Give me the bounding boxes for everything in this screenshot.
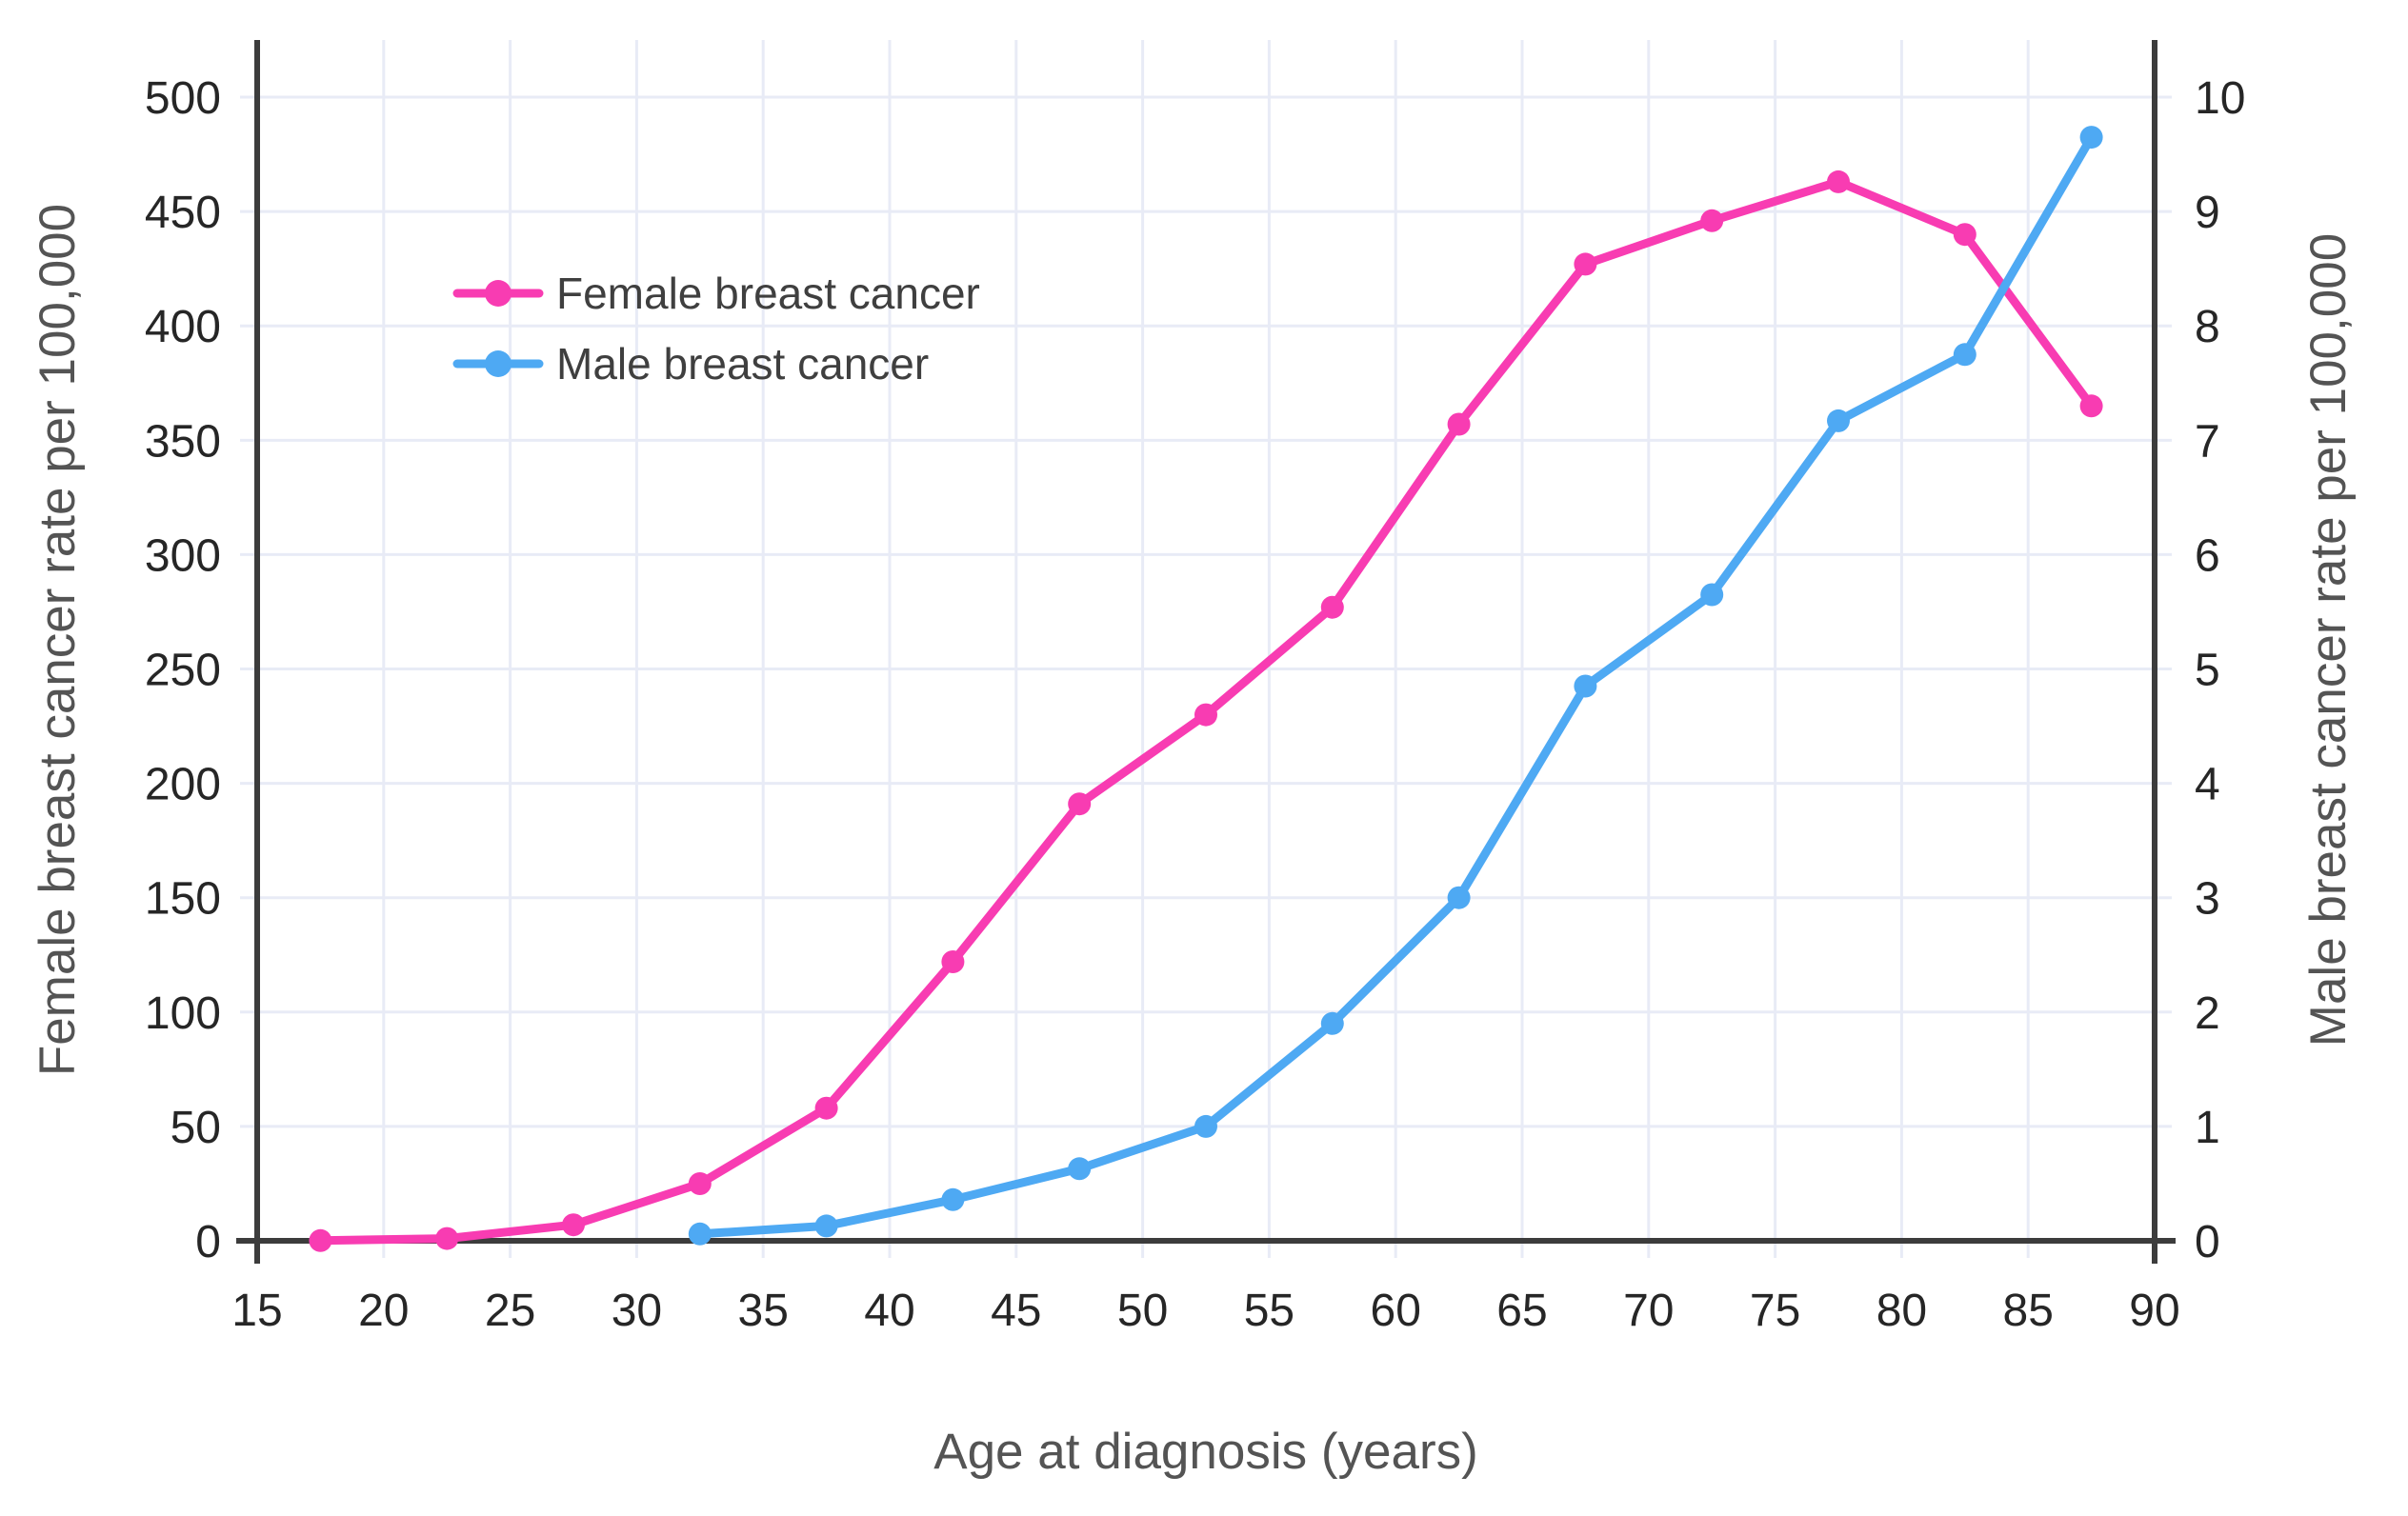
data-point[interactable] — [941, 1187, 965, 1211]
axis-layer — [236, 40, 2176, 1264]
data-point[interactable] — [1068, 1157, 1092, 1181]
legend-label-male: Male breast cancer — [556, 339, 929, 389]
x-tick-label: 45 — [991, 1286, 1041, 1336]
legend-label-female: Female breast cancer — [556, 269, 980, 318]
y-left-tick-label: 450 — [145, 188, 221, 238]
data-point[interactable] — [1574, 674, 1597, 698]
y-right-tick-label: 6 — [2195, 530, 2220, 581]
data-point[interactable] — [1194, 703, 1217, 727]
x-tick-label: 50 — [1117, 1286, 1168, 1336]
x-tick-label: 65 — [1496, 1286, 1547, 1336]
y-right-tick-label: 1 — [2195, 1103, 2220, 1153]
y-axis-right-title: Male breast cancer rate per 100,000 — [2300, 233, 2357, 1047]
series-layer — [309, 126, 2103, 1252]
y-left-tick-label: 250 — [145, 646, 221, 696]
series-female — [309, 170, 2103, 1252]
data-point[interactable] — [309, 1228, 332, 1252]
data-point[interactable] — [1194, 1114, 1217, 1138]
y-right-tick-label: 4 — [2195, 760, 2220, 810]
data-point[interactable] — [688, 1222, 712, 1246]
legend-marker-male — [485, 350, 512, 377]
data-point[interactable] — [2079, 394, 2103, 418]
series-line — [695, 132, 2097, 1239]
data-point[interactable] — [1700, 209, 1724, 232]
y-right-tick-label: 10 — [2195, 73, 2245, 124]
x-tick-label: 25 — [485, 1286, 535, 1336]
y-left-tick-label: 200 — [145, 760, 221, 810]
x-tick-label: 40 — [864, 1286, 914, 1336]
data-point[interactable] — [941, 950, 965, 973]
y-left-tick-label: 100 — [145, 988, 221, 1039]
data-point[interactable] — [1320, 1011, 1344, 1035]
data-point[interactable] — [2079, 126, 2103, 150]
y-right-tick-label: 7 — [2195, 416, 2220, 467]
y-left-tick-label: 400 — [145, 302, 221, 352]
x-tick-label: 35 — [738, 1286, 789, 1336]
data-point[interactable] — [1447, 886, 1471, 909]
x-tick-label: 20 — [358, 1286, 409, 1336]
legend-marker-female — [485, 280, 512, 307]
x-tick-label: 85 — [2003, 1286, 2054, 1336]
x-tick-label: 60 — [1371, 1286, 1421, 1336]
data-point[interactable] — [1574, 252, 1597, 276]
legend: Female breast cancer Male breast cancer — [452, 269, 980, 389]
data-point[interactable] — [562, 1213, 585, 1237]
data-point[interactable] — [688, 1172, 712, 1195]
series-male — [688, 126, 2103, 1246]
legend-item-male[interactable]: Male breast cancer — [452, 339, 929, 389]
y-right-tick-label: 5 — [2195, 646, 2220, 696]
data-point[interactable] — [814, 1214, 838, 1238]
tick-label-layer: 15 20 25 30 35 40 45 50 55 60 65 70 75 80 85 9005010015… — [145, 73, 2245, 1336]
y-right-tick-label: 8 — [2195, 302, 2220, 352]
y-left-tick-label: 350 — [145, 416, 221, 467]
data-point[interactable] — [1827, 170, 1850, 193]
y-right-tick-label: 9 — [2195, 188, 2220, 238]
x-tick-label: 15 — [231, 1286, 282, 1336]
y-right-tick-label: 0 — [2195, 1217, 2220, 1267]
data-point[interactable] — [1320, 595, 1344, 619]
data-point[interactable] — [1068, 792, 1092, 816]
x-tick-label: 75 — [1750, 1286, 1800, 1336]
data-point[interactable] — [435, 1227, 459, 1250]
data-point[interactable] — [1953, 223, 1977, 247]
x-tick-label: 30 — [612, 1286, 662, 1336]
y-left-tick-label: 150 — [145, 874, 221, 925]
x-tick-label: 80 — [1876, 1286, 1927, 1336]
data-point[interactable] — [1953, 343, 1977, 367]
data-point[interactable] — [1700, 583, 1724, 607]
y-left-tick-label: 500 — [145, 73, 221, 124]
legend-item-female[interactable]: Female breast cancer — [452, 269, 980, 318]
x-tick-label: 90 — [2129, 1286, 2179, 1336]
data-point[interactable] — [814, 1096, 838, 1120]
y-axis-left-title: Female breast cancer rate per 100,000 — [30, 204, 86, 1076]
y-left-tick-label: 300 — [145, 530, 221, 581]
data-point[interactable] — [1447, 412, 1471, 436]
y-right-tick-label: 2 — [2195, 988, 2220, 1039]
x-axis-title: Age at diagnosis (years) — [933, 1424, 1478, 1480]
x-tick-label: 70 — [1623, 1286, 1674, 1336]
y-left-tick-label: 50 — [171, 1103, 221, 1153]
data-point[interactable] — [1827, 409, 1850, 432]
y-right-tick-label: 3 — [2195, 874, 2220, 925]
y-left-tick-label: 0 — [195, 1217, 221, 1267]
x-tick-label: 55 — [1244, 1286, 1294, 1336]
grid-layer — [240, 40, 2172, 1258]
